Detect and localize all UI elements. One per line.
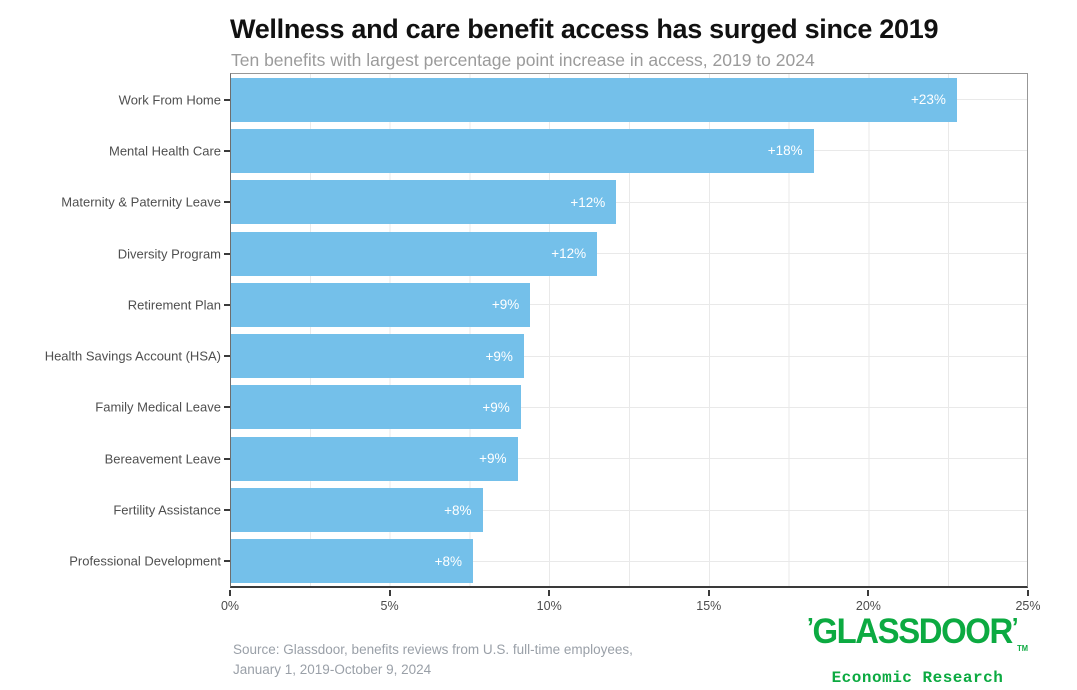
category-label: Retirement Plan [127, 297, 221, 313]
bar-value-label: +9% [485, 348, 513, 364]
category-label: Family Medical Leave [95, 399, 221, 415]
x-axis-tick-label: 0% [220, 599, 240, 613]
bar: +18% [231, 128, 814, 173]
category-tick [224, 560, 230, 563]
chart-row: Work From Home +23% [119, 74, 1027, 125]
chart-row: Mental Health Care +18% [109, 125, 1027, 176]
bar: +9% [231, 334, 524, 379]
glassdoor-logo: ’GLASSDOOR’ TM Economic Research [800, 612, 1035, 687]
category-label: Professional Development [69, 553, 221, 569]
bar-value-label: +18% [767, 143, 803, 159]
x-axis-tick [548, 590, 551, 596]
bar: +8% [231, 488, 483, 533]
category-label: Diversity Program [117, 246, 221, 262]
category-label: Work From Home [118, 92, 221, 108]
chart-row: Maternity & Paternity Leave +12% [61, 177, 1027, 228]
bar: +8% [231, 539, 473, 584]
category-tick [224, 98, 230, 101]
bar-value-label: +9% [479, 451, 507, 467]
x-axis-tick-label: 25% [1015, 599, 1041, 613]
category-tick [224, 509, 230, 512]
chart-row: Professional Development +8% [69, 536, 1027, 587]
bar: +12% [231, 180, 617, 225]
bar: +9% [231, 282, 531, 327]
category-tick [224, 149, 230, 152]
x-axis-tick [1027, 590, 1029, 596]
source-note: Source: Glassdoor, benefits reviews from… [233, 640, 633, 680]
x-axis-tick [388, 590, 391, 596]
logo-right-quote-icon: ’ [1011, 612, 1019, 642]
category-label: Health Savings Account (HSA) [44, 348, 221, 364]
category-tick [224, 252, 230, 255]
x-axis: 0% 5% 10% 15% 20% 25% [221, 590, 1041, 618]
logo-wordmark-text: GLASSDOOR [812, 612, 1013, 651]
glassdoor-wordmark: ’GLASSDOOR’ TM [806, 612, 1028, 666]
chart-row: Diversity Program +12% [118, 228, 1027, 279]
category-label: Bereavement Leave [104, 451, 221, 467]
category-tick [224, 201, 230, 204]
category-label: Mental Health Care [109, 143, 221, 159]
x-axis-tick-label: 10% [536, 599, 562, 613]
category-tick [224, 457, 230, 460]
bar-value-label: +9% [491, 297, 520, 313]
category-tick [224, 355, 230, 358]
bar-value-label: +8% [434, 553, 462, 569]
logo-left-quote-icon: ’ [806, 612, 814, 642]
chart-row: Health Savings Account (HSA) +9% [45, 330, 1027, 381]
chart-row: Retirement Plan +9% [128, 279, 1027, 330]
source-line-1: Source: Glassdoor, benefits reviews from… [233, 642, 633, 657]
bar: +9% [231, 385, 521, 430]
bar: +23% [231, 77, 957, 122]
x-axis-tick-label: 20% [855, 599, 881, 613]
plot-panel: Work From Home +23% Mental Health Care +18%… [45, 73, 1028, 588]
chart-row: Family Medical Leave +9% [95, 382, 1027, 433]
bar: +9% [231, 436, 518, 481]
bar-value-label: +8% [444, 502, 472, 518]
x-axis-tick-label: 5% [380, 599, 399, 613]
bar-value-label: +9% [482, 399, 510, 415]
chart-row: Bereavement Leave +9% [105, 433, 1027, 484]
logo-tagline: Economic Research [831, 669, 1004, 687]
logo-trademark: TM [1017, 644, 1028, 653]
category-tick [224, 303, 230, 306]
chart-row: Fertility Assistance +8% [113, 484, 1027, 535]
bar: +12% [231, 231, 598, 276]
source-line-2: January 1, 2019-October 9, 2024 [233, 662, 432, 677]
bar-value-label: +23% [911, 92, 946, 108]
chart-title: Wellness and care benefit access has sur… [230, 14, 939, 44]
chart-rows: Work From Home +23% Mental Health Care +18%… [45, 74, 1027, 587]
category-label: Fertility Assistance [113, 502, 221, 518]
x-axis-tick [867, 590, 870, 596]
chart-subtitle: Ten benefits with largest percentage poi… [231, 50, 815, 70]
x-axis-tick [229, 590, 231, 596]
x-axis-tick-label: 15% [696, 599, 722, 613]
bar-value-label: +12% [551, 246, 587, 262]
bar-value-label: +12% [570, 194, 606, 210]
category-label: Maternity & Paternity Leave [61, 194, 221, 210]
x-axis-tick [707, 590, 710, 596]
category-tick [224, 406, 230, 409]
